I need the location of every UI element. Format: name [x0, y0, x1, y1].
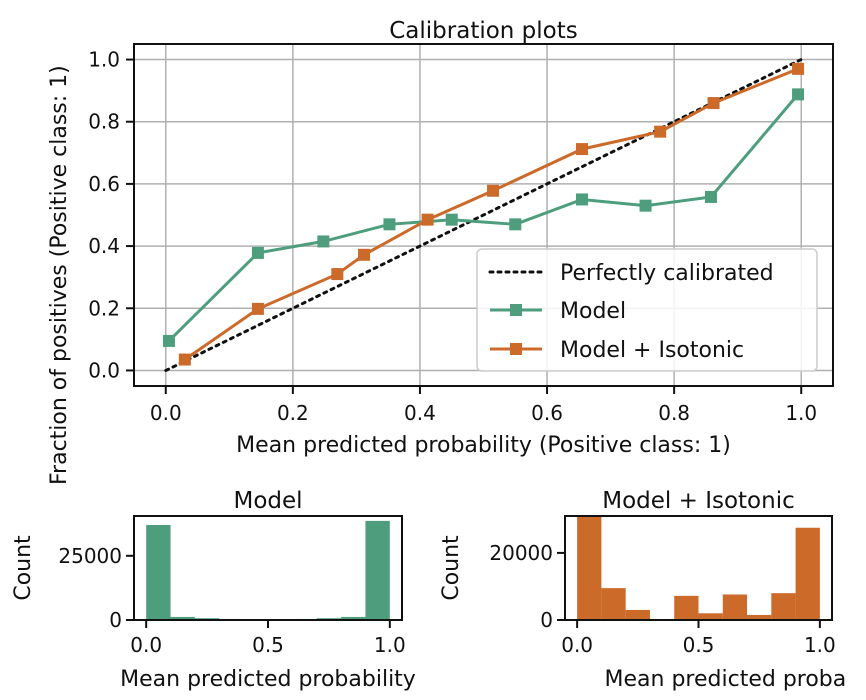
histogram-bar	[625, 609, 650, 620]
calibration-plot: 0.0 0.2 0.4 0.6 0.8 1.0 0.0 0.2 0.4 0.6 0.8 1.0 Cali…	[47, 18, 834, 485]
chart-title: Calibration plots	[389, 18, 578, 44]
y-tick-label: 0.0	[88, 358, 120, 382]
data-point	[317, 235, 330, 248]
histogram-bar	[365, 520, 390, 620]
data-point	[639, 199, 652, 212]
legend-swatch-marker	[510, 304, 522, 316]
x-tick-label: 0.0	[561, 633, 593, 657]
y-tick-label: 1.0	[88, 48, 120, 72]
x-tick-label: 0.6	[531, 401, 563, 425]
data-point	[575, 193, 588, 206]
legend-label: Model	[560, 299, 626, 324]
legend-label: Model + Isotonic	[560, 338, 744, 363]
histogram-bar	[771, 593, 796, 620]
y-axis-label-clip: Fraction of positives (Positive class: 1…	[47, 65, 72, 485]
series-line-1	[167, 93, 800, 342]
data-point	[178, 353, 191, 366]
histogram-bar	[674, 595, 699, 620]
x-tick-label: 0.0	[130, 633, 162, 657]
legend-box	[476, 248, 818, 372]
data-point	[331, 268, 344, 281]
data-point	[358, 248, 371, 261]
x-tick-label: 0.5	[252, 633, 284, 657]
model-histogram: 0.0 0.5 1.0 0 25000 Model Mean predicted proba…	[11, 488, 416, 692]
series-line-2	[183, 67, 799, 361]
y-tick-label: 0.8	[88, 110, 120, 134]
y-tick-label: 25000	[58, 544, 122, 568]
y-axis-label: Count	[11, 535, 36, 601]
x-axis-label: Mean predicted probabil	[605, 667, 866, 692]
y-tick-label: 0	[540, 608, 553, 632]
data-point	[162, 334, 175, 347]
x-tick-label: 0.8	[658, 401, 690, 425]
data-point	[707, 97, 720, 110]
histogram-bar	[747, 614, 772, 620]
legend-swatch-marker	[510, 343, 522, 355]
histogram-bar	[341, 616, 366, 620]
histogram-title: Model	[233, 488, 302, 514]
y-tick-label: 0.4	[88, 234, 120, 258]
histogram-title: Model + Isotonic	[602, 488, 795, 514]
histogram-bar	[722, 594, 748, 620]
plot-frame	[133, 515, 403, 621]
histogram-bar	[698, 613, 723, 620]
legend: Perfectly calibrated Model Model + Isotoni…	[476, 248, 818, 372]
data-point	[251, 246, 264, 259]
y-tick-label: 0	[109, 608, 122, 632]
x-axis-label-clip: Mean predicted probabil	[605, 667, 866, 692]
data-point	[654, 125, 667, 138]
data-point	[251, 302, 264, 315]
isotonic-histogram: 0.0 0.5 1.0 0 20000 Model + Isotonic Mean pred…	[439, 488, 866, 692]
x-axis-label: Mean predicted probability	[120, 667, 416, 692]
data-point	[509, 218, 522, 231]
data-point	[575, 143, 588, 156]
data-point	[445, 213, 458, 226]
y-axis-label: Count	[439, 535, 464, 601]
y-tick-label: 0.2	[88, 296, 120, 320]
histogram-bar	[601, 588, 626, 620]
histogram-bar	[795, 527, 820, 620]
histogram-bar	[170, 616, 195, 620]
histogram-bar	[146, 524, 171, 620]
series-line-perfect	[164, 58, 803, 372]
data-point	[421, 213, 434, 226]
x-tick-label: 1.0	[804, 633, 836, 657]
y-tick-label: 0.6	[88, 172, 120, 196]
data-point	[704, 190, 717, 203]
x-tick-label: 0.5	[683, 633, 715, 657]
y-axis-label: Fraction of positives (Positive class: 1…	[47, 65, 72, 485]
plot-area	[162, 58, 805, 372]
histogram-bar	[577, 516, 602, 620]
data-point	[487, 184, 500, 197]
x-tick-label: 1.0	[785, 401, 817, 425]
x-axis-label: Mean predicted probability (Positive cla…	[236, 433, 731, 458]
data-point	[792, 62, 805, 75]
data-point	[792, 88, 805, 101]
x-tick-label: 1.0	[374, 633, 406, 657]
legend-label: Perfectly calibrated	[560, 261, 774, 286]
x-tick-label: 0.0	[150, 401, 182, 425]
x-tick-label: 0.2	[277, 401, 309, 425]
x-tick-label: 0.4	[404, 401, 436, 425]
y-tick-label: 20000	[489, 541, 553, 565]
plot-frame	[133, 43, 834, 387]
data-point	[383, 218, 396, 231]
